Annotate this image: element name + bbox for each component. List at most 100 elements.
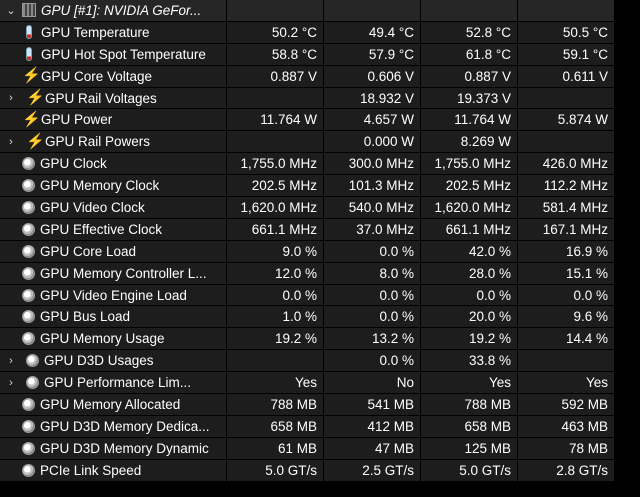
sensor-value-minimum: 37.0 MHz: [324, 218, 421, 241]
sensor-row-label[interactable]: PCIe Link Speed: [0, 459, 227, 482]
sensor-value-average: Yes: [518, 372, 615, 395]
scrollbar-gutter: [615, 43, 640, 66]
sensor-value-average: 15.1 %: [518, 262, 615, 285]
header-cell-current: [227, 0, 324, 22]
sensor-row-label[interactable]: GPU Effective Clock: [0, 218, 227, 241]
sensor-value-maximum: 1,755.0 MHz: [421, 153, 518, 176]
sensor-row-label[interactable]: GPU Core Load: [0, 240, 227, 263]
sensor-row-label[interactable]: › ⚡ GPU Rail Powers: [0, 131, 227, 154]
gpu-chip-icon: [22, 3, 36, 18]
clock-icon: [22, 222, 35, 236]
gpu-group-title: GPU [#1]: NVIDIA GeFor...: [41, 2, 202, 18]
sensor-name: GPU Memory Usage: [40, 331, 165, 347]
sensor-value-maximum: 20.0 %: [421, 306, 518, 329]
sensor-row-label[interactable]: ⚡ GPU Core Voltage: [0, 65, 227, 88]
sensor-value-average: 14.4 %: [518, 328, 615, 351]
expand-chevron-icon[interactable]: ›: [9, 376, 13, 389]
sensor-value-minimum: No: [324, 372, 421, 395]
sensor-name: GPU Memory Clock: [40, 178, 160, 194]
scrollbar-gutter: [615, 87, 640, 110]
sensor-value-current: 1.0 %: [227, 306, 324, 329]
scrollbar-gutter: [615, 437, 640, 460]
sensor-name: GPU Bus Load: [40, 309, 131, 325]
sensor-value-current: 9.0 %: [227, 240, 324, 263]
sensor-row-label[interactable]: › GPU D3D Usages: [0, 350, 227, 373]
sensor-value-current: 12.0 %: [227, 262, 324, 285]
sensor-name: GPU Rail Powers: [45, 134, 151, 150]
scrollbar-gutter: [615, 328, 640, 351]
sensor-value-current: 50.2 °C: [227, 21, 324, 44]
sensor-row-label[interactable]: GPU Bus Load: [0, 306, 227, 329]
sensor-row-label[interactable]: › GPU Performance Lim...: [0, 372, 227, 395]
scrollbar-gutter: [615, 0, 640, 22]
sensor-value-average: 16.9 %: [518, 240, 615, 263]
lightning-icon: ⚡: [22, 110, 41, 128]
clock-icon: [22, 332, 35, 346]
sensor-row-label[interactable]: GPU Memory Allocated: [0, 394, 227, 416]
sensor-row-label[interactable]: GPU Temperature: [0, 21, 227, 44]
sensor-value-minimum: 4.657 W: [324, 109, 421, 132]
collapse-chevron-icon[interactable]: ⌄: [6, 4, 16, 17]
sensor-value-average: 426.0 MHz: [518, 153, 615, 176]
clock-icon: [22, 266, 35, 280]
sensor-value-minimum: 2.5 GT/s: [324, 459, 421, 482]
scrollbar-gutter: [615, 262, 640, 285]
sensor-row-label[interactable]: › ⚡ GPU Rail Voltages: [0, 87, 227, 110]
expand-chevron-icon[interactable]: ›: [9, 92, 13, 104]
clock-icon: [22, 288, 35, 302]
scrollbar-gutter: [615, 218, 640, 241]
sensor-value-current: 58.8 °C: [227, 43, 324, 66]
clock-icon: [22, 244, 35, 258]
sensor-name: GPU Core Load: [40, 243, 137, 259]
sensor-value-minimum: 0.606 V: [324, 65, 421, 88]
sensor-value-current: 1,620.0 MHz: [227, 197, 324, 219]
sensor-row-label[interactable]: GPU Clock: [0, 153, 227, 176]
sensor-value-maximum: 0.887 V: [421, 65, 518, 88]
sensor-value-average: [518, 350, 615, 373]
sensor-row-label[interactable]: GPU Video Clock: [0, 197, 227, 219]
sensor-row-label[interactable]: GPU D3D Memory Dynamic: [0, 437, 227, 460]
clock-icon: [22, 397, 35, 411]
sensor-value-minimum: 57.9 °C: [324, 43, 421, 66]
sensor-name: GPU Core Voltage: [41, 68, 153, 84]
sensor-row-label[interactable]: GPU Memory Clock: [0, 175, 227, 198]
sensor-name: GPU Video Clock: [40, 199, 145, 215]
sensor-name: GPU D3D Usages: [44, 353, 154, 369]
expand-chevron-icon[interactable]: ›: [9, 135, 13, 148]
lightning-icon: ⚡: [26, 89, 45, 106]
sensor-row-label[interactable]: GPU Hot Spot Temperature: [0, 43, 227, 66]
expand-chevron-icon[interactable]: ›: [9, 354, 13, 367]
sensor-value-current: 661.1 MHz: [227, 218, 324, 241]
sensor-value-average: 0.611 V: [518, 65, 615, 88]
thermometer-icon: [26, 25, 32, 40]
sensor-value-minimum: 0.0 %: [324, 350, 421, 373]
gpu-group-header[interactable]: ⌄ GPU [#1]: NVIDIA GeFor...: [0, 0, 227, 22]
sensor-value-average: [518, 131, 615, 154]
sensor-row-label[interactable]: GPU Memory Controller L...: [0, 262, 227, 285]
sensor-name: GPU Memory Controller L...: [40, 265, 207, 281]
scrollbar-gutter: [615, 131, 640, 154]
sensor-value-average: 5.874 W: [518, 109, 615, 132]
clock-icon: [22, 179, 35, 193]
clock-icon: [22, 463, 35, 477]
sensor-row-label[interactable]: GPU Video Engine Load: [0, 284, 227, 307]
sensor-value-current: 11.764 W: [227, 109, 324, 132]
sensor-value-minimum: 541 MB: [324, 394, 421, 416]
scrollbar-gutter: [615, 372, 640, 395]
sensor-value-maximum: 61.8 °C: [421, 43, 518, 66]
lightning-icon: ⚡: [22, 67, 41, 85]
sensor-value-maximum: 52.8 °C: [421, 21, 518, 44]
sensor-row-label[interactable]: GPU D3D Memory Dedica...: [0, 415, 227, 438]
scrollbar-gutter: [615, 153, 640, 176]
sensor-name: GPU Rail Voltages: [45, 90, 157, 106]
sensor-name: GPU Power: [41, 112, 113, 128]
sensor-value-current: 788 MB: [227, 394, 324, 416]
scrollbar-gutter: [615, 284, 640, 307]
clock-icon: [26, 376, 39, 390]
thermometer-icon: [26, 47, 32, 62]
sensor-name: GPU Hot Spot Temperature: [41, 46, 206, 62]
sensor-value-average: 463 MB: [518, 415, 615, 438]
sensor-row-label[interactable]: ⚡ GPU Power: [0, 109, 227, 132]
sensor-row-label[interactable]: GPU Memory Usage: [0, 328, 227, 351]
clock-icon: [22, 157, 35, 171]
